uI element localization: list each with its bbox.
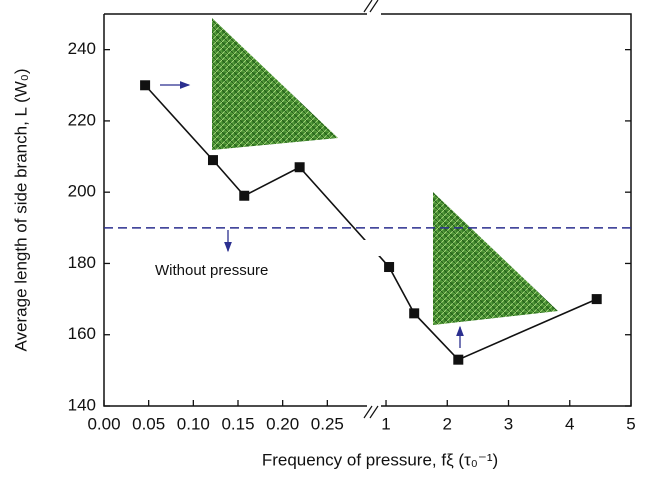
y-tick-label: 240 bbox=[68, 39, 96, 58]
x-tick-label: 1 bbox=[381, 414, 390, 433]
x-tick-label: 0.00 bbox=[87, 414, 120, 433]
x-tick-label: 5 bbox=[626, 414, 635, 433]
x-axis-label: Frequency of pressure, fξ (τ₀⁻¹) bbox=[262, 450, 498, 469]
data-point bbox=[140, 80, 151, 91]
x-tick-label: 0.25 bbox=[311, 414, 344, 433]
y-tick-label: 180 bbox=[68, 253, 96, 272]
data-point bbox=[591, 294, 602, 305]
data-point bbox=[409, 308, 420, 319]
x-tick-label: 3 bbox=[504, 414, 513, 433]
x-tick-label: 0.20 bbox=[266, 414, 299, 433]
data-point bbox=[207, 155, 218, 166]
axis-break bbox=[360, 240, 380, 256]
x-tick-label: 0.15 bbox=[221, 414, 254, 433]
inset-image bbox=[212, 18, 338, 150]
data-point bbox=[294, 162, 305, 173]
inset-image bbox=[433, 192, 558, 325]
axes bbox=[103, 0, 632, 419]
y-tick-label: 220 bbox=[68, 110, 96, 129]
x-tick-label: 2 bbox=[443, 414, 452, 433]
x-tick-label: 0.05 bbox=[132, 414, 165, 433]
x-tick-label: 4 bbox=[565, 414, 574, 433]
data-point bbox=[239, 190, 250, 201]
x-tick-label: 0.10 bbox=[177, 414, 210, 433]
y-tick-label: 140 bbox=[68, 395, 96, 414]
annotation: Without pressure bbox=[155, 262, 268, 279]
data-point bbox=[453, 354, 464, 365]
y-tick-label: 200 bbox=[68, 182, 96, 201]
data-point bbox=[384, 262, 395, 273]
data-line bbox=[144, 84, 598, 361]
y-tick-label: 160 bbox=[68, 324, 96, 343]
y-axis-label: Average length of side branch, L (W₀) bbox=[11, 69, 30, 352]
